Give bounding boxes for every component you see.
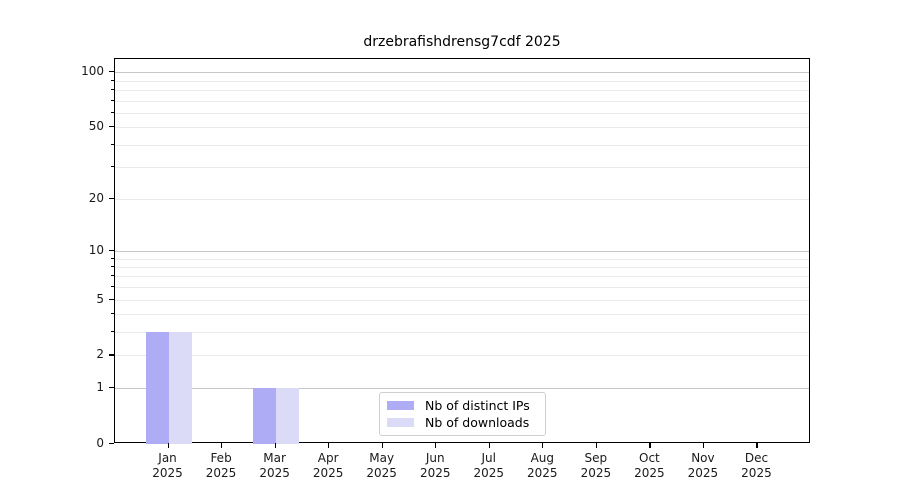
- y-axis-minor-tick: [111, 313, 114, 315]
- minor-gridline: [115, 100, 809, 102]
- y-axis-minor-tick: [111, 286, 114, 288]
- y-axis-minor-tick: [111, 275, 114, 277]
- x-axis-tick: [435, 443, 437, 448]
- x-axis-tick: [595, 443, 598, 448]
- y-axis-tick-label: 1: [96, 380, 104, 395]
- x-axis-tick-label: Aug 2025: [527, 451, 558, 480]
- x-axis-tick-label: Nov 2025: [687, 451, 719, 480]
- distinct-ips-swatch-icon: [387, 401, 414, 410]
- minor-gridline: [115, 112, 809, 114]
- minor-gridline: [115, 287, 809, 289]
- x-axis-tick-label: Apr 2025: [312, 451, 344, 480]
- y-axis-minor-tick: [111, 265, 114, 267]
- y-axis-tick: [109, 249, 114, 252]
- downloads-swatch-icon: [387, 418, 414, 427]
- x-axis-tick: [488, 443, 490, 448]
- x-axis-tick-label: Jun 2025: [419, 451, 451, 480]
- minor-gridline: [115, 276, 809, 278]
- x-axis-tick-label: Mar 2025: [259, 451, 290, 480]
- x-axis-tick: [542, 443, 544, 448]
- x-axis-tick: [649, 443, 651, 448]
- y-axis-minor-tick: [111, 298, 114, 300]
- minor-gridline: [115, 266, 809, 268]
- x-axis-tick: [167, 443, 169, 448]
- major-gridline: [115, 388, 809, 390]
- major-gridline: [115, 72, 809, 74]
- y-axis-minor-tick: [111, 79, 114, 81]
- x-axis-tick-label: Sep 2025: [580, 451, 612, 480]
- y-axis-minor-tick: [111, 354, 114, 356]
- bar-downloads: [168, 332, 192, 444]
- y-axis-minor-tick: [111, 99, 114, 101]
- x-axis-tick-label: Dec 2025: [741, 451, 772, 480]
- minor-gridline: [115, 167, 809, 169]
- y-axis-tick: [109, 71, 114, 73]
- x-axis-tick-label: Jan 2025: [152, 451, 183, 480]
- minor-gridline: [115, 332, 809, 334]
- y-axis-tick: [109, 443, 114, 445]
- minor-gridline: [115, 80, 809, 82]
- major-gridline: [115, 250, 809, 252]
- minor-gridline: [115, 355, 809, 357]
- y-axis-tick-label: 2: [96, 347, 104, 362]
- legend-label: Nb of downloads: [425, 415, 530, 430]
- y-axis-tick-label: 20: [88, 190, 104, 205]
- x-axis-tick: [381, 443, 383, 448]
- y-axis-minor-tick: [111, 257, 114, 259]
- minor-gridline: [115, 258, 809, 260]
- y-axis-minor-tick: [111, 197, 114, 199]
- bar-distinct-ips: [252, 388, 276, 444]
- plot-area: [114, 58, 810, 444]
- minor-gridline: [115, 198, 809, 200]
- y-axis-tick: [109, 387, 114, 389]
- y-axis-minor-tick: [111, 111, 114, 113]
- y-axis-minor-tick: [111, 126, 114, 128]
- minor-gridline: [115, 127, 809, 129]
- y-axis-tick-label: 100: [81, 64, 104, 79]
- y-axis-tick-label: 0: [96, 436, 104, 450]
- x-axis-tick: [274, 443, 276, 448]
- y-axis-minor-tick: [111, 331, 114, 333]
- y-axis-minor-tick: [111, 143, 114, 145]
- y-axis-minor-tick: [111, 166, 114, 168]
- bar-distinct-ips: [145, 332, 169, 444]
- legend: Nb of distinct IPs Nb of downloads: [379, 392, 546, 436]
- x-axis-tick-label: May 2025: [366, 451, 397, 480]
- y-axis-tick-label: 5: [96, 291, 104, 306]
- y-axis-tick-label: 50: [88, 119, 104, 134]
- x-axis-tick: [328, 443, 330, 448]
- y-axis-tick-label: 10: [88, 242, 104, 257]
- minor-gridline: [115, 299, 809, 301]
- minor-gridline: [115, 314, 809, 316]
- x-axis-tick: [756, 443, 758, 448]
- y-axis-minor-tick: [111, 88, 114, 90]
- x-axis-tick: [221, 443, 223, 448]
- legend-label: Nb of distinct IPs: [425, 398, 530, 413]
- legend-item-distinct-ips: Nb of distinct IPs: [387, 399, 545, 412]
- minor-gridline: [115, 89, 809, 91]
- minor-gridline: [115, 144, 809, 146]
- legend-item-downloads: Nb of downloads: [387, 416, 545, 429]
- x-axis-tick-label: Oct 2025: [634, 451, 665, 480]
- x-axis-tick: [702, 443, 705, 448]
- x-axis-tick-label: Jul 2025: [473, 451, 505, 480]
- bar-downloads: [275, 388, 299, 444]
- x-axis-tick-label: Feb 2025: [205, 451, 237, 480]
- chart-title: drzebrafishdrensg7cdf 2025: [363, 34, 561, 50]
